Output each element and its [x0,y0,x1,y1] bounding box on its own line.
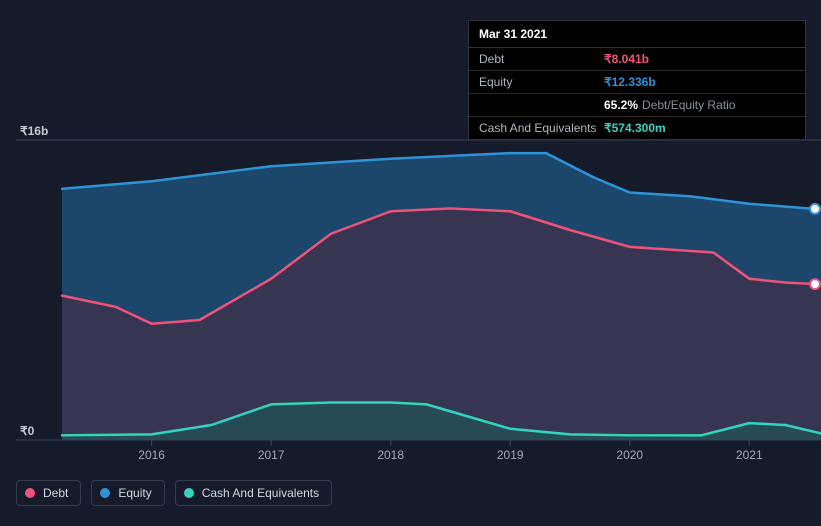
tooltip-label: Debt [479,52,604,66]
legend-label: Equity [118,486,151,500]
tooltip-row: 65.2%Debt/Equity Ratio [469,94,805,117]
tooltip-value: ₹12.336b [604,75,656,89]
x-axis-label: 2019 [497,448,524,462]
legend-item[interactable]: Debt [16,480,81,506]
tooltip-note: Debt/Equity Ratio [642,98,735,112]
tooltip-header: Mar 31 2021 [469,21,805,48]
tooltip-label: Cash And Equivalents [479,121,604,135]
legend-swatch [25,488,35,498]
tooltip-value: ₹574.300m [604,121,666,135]
chart-tooltip: Mar 31 2021 Debt₹8.041bEquity₹12.336b65.… [468,20,806,140]
y-axis-label: ₹0 [20,424,34,438]
legend-label: Cash And Equivalents [202,486,319,500]
x-axis-label: 2016 [138,448,165,462]
tooltip-label [479,98,604,112]
legend-swatch [184,488,194,498]
x-axis-label: 2017 [258,448,285,462]
y-axis-label: ₹16b [20,124,48,138]
x-axis-label: 2020 [616,448,643,462]
x-axis-label: 2018 [377,448,404,462]
tooltip-value: 65.2%Debt/Equity Ratio [604,98,735,112]
tooltip-value: ₹8.041b [604,52,649,66]
legend-item[interactable]: Equity [91,480,164,506]
tooltip-label: Equity [479,75,604,89]
legend-swatch [100,488,110,498]
x-axis-label: 2021 [736,448,763,462]
tooltip-row: Equity₹12.336b [469,71,805,94]
tooltip-row: Debt₹8.041b [469,48,805,71]
chart-legend: Debt Equity Cash And Equivalents [16,480,332,506]
legend-item[interactable]: Cash And Equivalents [175,480,332,506]
legend-label: Debt [43,486,68,500]
tooltip-row: Cash And Equivalents₹574.300m [469,117,805,139]
